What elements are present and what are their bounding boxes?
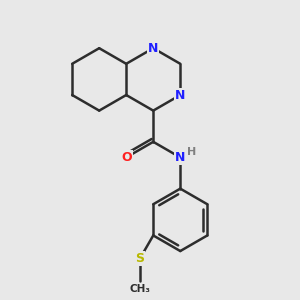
Text: N: N bbox=[148, 42, 158, 55]
Text: S: S bbox=[136, 252, 145, 265]
Text: N: N bbox=[175, 151, 185, 164]
Text: H: H bbox=[187, 147, 196, 157]
Text: N: N bbox=[175, 88, 185, 101]
Text: O: O bbox=[121, 151, 131, 164]
Text: CH₃: CH₃ bbox=[130, 284, 151, 294]
